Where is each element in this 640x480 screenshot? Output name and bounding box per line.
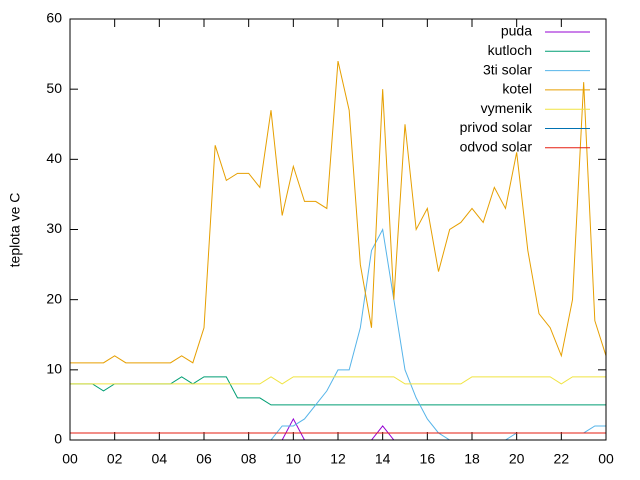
legend-label: kutloch xyxy=(488,42,532,58)
legend-label: kotel xyxy=(502,81,532,97)
x-tick-label: 18 xyxy=(464,451,480,467)
x-tick-label: 06 xyxy=(196,451,212,467)
x-tick-label: 04 xyxy=(152,451,168,467)
legend-label: 3ti solar xyxy=(483,61,532,77)
x-tick-label: 22 xyxy=(554,451,570,467)
series-line xyxy=(70,376,606,385)
series-line xyxy=(70,376,606,406)
x-tick-label: 16 xyxy=(420,451,436,467)
x-tick-label: 02 xyxy=(107,451,123,467)
y-tick-label: 20 xyxy=(46,290,62,306)
x-tick-label: 00 xyxy=(598,451,614,467)
legend-label: vymenik xyxy=(481,100,533,116)
x-tick-label: 14 xyxy=(375,451,391,467)
x-tick-label: 00 xyxy=(62,451,78,467)
y-tick-label: 30 xyxy=(46,220,62,236)
legend-label: privod solar xyxy=(460,119,533,135)
y-axis-label: teplota ve C xyxy=(7,193,23,268)
y-tick-label: 60 xyxy=(46,10,62,26)
y-tick-label: 0 xyxy=(54,431,62,447)
y-tick-label: 50 xyxy=(46,80,62,96)
legend-label: puda xyxy=(501,23,532,39)
y-tick-label: 10 xyxy=(46,361,62,377)
series-line xyxy=(70,60,607,364)
x-tick-label: 12 xyxy=(330,451,346,467)
legend-label: odvod solar xyxy=(460,139,533,155)
x-tick-label: 08 xyxy=(241,451,257,467)
x-tick-label: 20 xyxy=(509,451,525,467)
y-tick-label: 40 xyxy=(46,150,62,166)
plot-border xyxy=(69,18,607,441)
x-tick-label: 10 xyxy=(286,451,302,467)
series-line xyxy=(70,227,606,441)
